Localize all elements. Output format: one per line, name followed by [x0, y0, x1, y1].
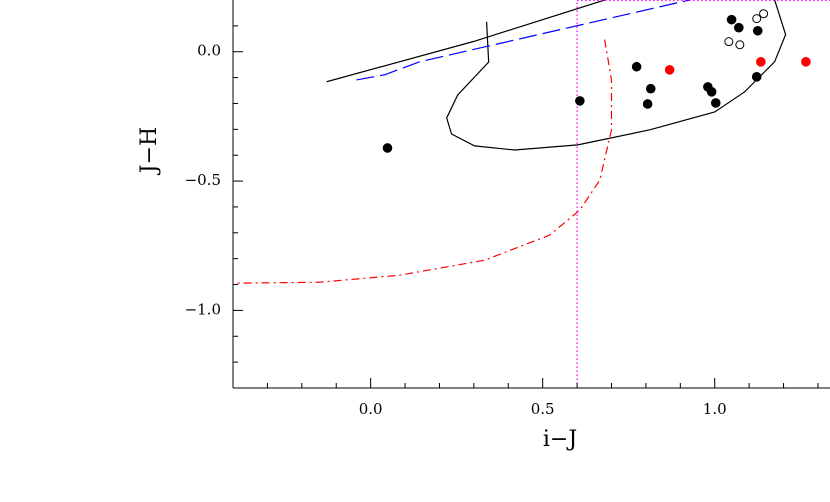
point: [575, 96, 585, 106]
x-tick-label: 0.5: [531, 400, 555, 418]
point: [726, 14, 737, 25]
curve: [326, 0, 605, 83]
x-axis-label: i−J: [543, 427, 577, 452]
point: [642, 99, 653, 109]
point: [645, 83, 656, 94]
point: [751, 72, 762, 82]
point: [724, 37, 734, 47]
y-axis-label: J−H: [137, 127, 162, 175]
point: [759, 9, 769, 19]
x-tick-label: 1.0: [703, 400, 727, 418]
point: [664, 65, 675, 75]
point: [734, 22, 744, 33]
point: [801, 57, 811, 67]
curve: [233, 39, 613, 284]
point: [706, 87, 717, 97]
y-tick-label: −1.0: [185, 300, 221, 318]
curve: [356, 0, 690, 81]
y-tick-label: 0.0: [197, 42, 221, 60]
y-tick-label: −0.5: [185, 171, 221, 189]
point: [756, 57, 766, 67]
point: [752, 25, 763, 36]
curve: [446, 0, 787, 151]
point: [735, 40, 745, 50]
point: [710, 98, 721, 108]
point: [631, 61, 642, 72]
point: [382, 143, 393, 153]
plot-area: [233, 0, 830, 388]
x-tick-label: 0.0: [359, 400, 383, 418]
point: [752, 14, 762, 24]
